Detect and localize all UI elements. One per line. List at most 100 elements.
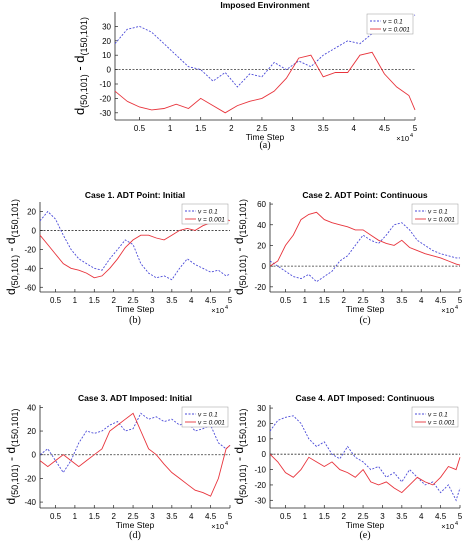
y-axis-label-part: (50,101) <box>79 74 89 108</box>
legend-label: ν = 0.1 <box>428 412 448 419</box>
y-axis-label-part: (50,101) <box>10 255 20 289</box>
x-tick-label: 4 <box>419 296 424 305</box>
x-tick-label: 4.5 <box>379 124 391 133</box>
chart-panel-b: -60 -40 -20 0 20 0.5 1 1.5 2 2.5 3 3.5 4 4.5 5 Case 1. … <box>4 190 233 326</box>
y-axis-label-part: - d <box>72 55 87 74</box>
y-tick-label: 10 <box>102 51 111 60</box>
x-tick-label: 4 <box>189 296 194 305</box>
x-tick-label: 4.5 <box>435 296 447 305</box>
y-axis-label-part: - d <box>4 237 18 254</box>
panel-caption: (c) <box>359 315 370 326</box>
x-tick-label: 3 <box>380 296 385 305</box>
y-axis-label-part: (50,101) <box>238 464 248 498</box>
legend-label: ν = 0.001 <box>428 217 455 224</box>
y-tick-label: -10 <box>99 80 111 89</box>
x-tick-label: 3.5 <box>166 512 178 521</box>
x-tick-label: 2.5 <box>127 296 139 305</box>
chart-panel-c: -20 0 20 40 60 0.5 1 1.5 2 2.5 3 3.5 4 4.5 5 Case 2. AD… <box>232 190 463 326</box>
chart-panel-d: -40 -20 0 20 40 0.5 1 1.5 2 2.5 3 3.5 4 4.5 5 Case 3. A… <box>4 393 233 541</box>
x-tick-label: 5 <box>228 512 233 521</box>
x-axis-label: Time Step <box>116 304 155 314</box>
x-axis-exponent-power: 4 <box>455 521 458 527</box>
y-tick-label: -60 <box>24 283 36 292</box>
chart-title: Case 3. ADT Imposed: Initial <box>78 393 192 403</box>
series-line-nu-0-1 <box>269 222 460 283</box>
y-tick-label: 20 <box>27 427 36 436</box>
y-axis-label-part: d <box>232 498 246 505</box>
x-tick-label: 2.5 <box>357 296 369 305</box>
legend-label: ν = 0.001 <box>428 420 455 427</box>
y-tick-label: -40 <box>24 498 36 507</box>
x-tick-label: 3 <box>150 512 155 521</box>
x-tick-label: 5 <box>413 124 418 133</box>
x-tick-label: 5 <box>458 296 463 305</box>
x-tick-label: 5 <box>458 512 463 521</box>
x-tick-label: 2 <box>229 124 234 133</box>
y-tick-label: -20 <box>254 283 266 292</box>
y-axis-label: d(50,101) - d(150,101) <box>4 199 20 295</box>
x-tick-label: 1.5 <box>89 296 101 305</box>
y-tick-label: 40 <box>27 403 36 412</box>
x-tick-label: 2.5 <box>256 124 268 133</box>
series-line-nu-0-001 <box>269 211 461 267</box>
series-line-nu-0-1 <box>269 415 461 502</box>
x-axis-exponent: ×10 <box>441 306 454 315</box>
y-axis-label: d(50,101) - d(150,101) <box>232 199 248 295</box>
x-axis-exponent-power: 4 <box>225 305 228 311</box>
legend-label: ν = 0.1 <box>428 209 448 216</box>
y-axis-label: d(50,101) - d(150,101) <box>72 17 89 115</box>
y-axis-label-part: (150,101) <box>10 408 20 447</box>
x-axis-exponent: ×10 <box>441 522 454 531</box>
x-axis-exponent-power: 4 <box>225 521 228 527</box>
y-tick-label: 20 <box>102 37 111 46</box>
y-tick-label: 0 <box>32 451 37 460</box>
y-axis-label-part: (150,101) <box>238 408 248 447</box>
x-axis-exponent: ×10 <box>211 306 224 315</box>
y-tick-label: -20 <box>24 474 36 483</box>
x-tick-label: 1 <box>303 512 308 521</box>
legend-label: ν = 0.001 <box>383 27 410 34</box>
x-tick-label: 2.5 <box>357 512 369 521</box>
x-tick-label: 0.5 <box>134 124 146 133</box>
y-tick-label: 0 <box>107 66 112 75</box>
chart-title: Imposed Environment <box>220 0 309 10</box>
x-tick-label: 1 <box>303 296 308 305</box>
y-axis-label-part: - d <box>232 237 246 254</box>
panel-caption: (d) <box>129 530 141 541</box>
x-tick-label: 2 <box>111 512 116 521</box>
chart-title: Case 4. ADT Imposed: Continuous <box>295 393 434 403</box>
legend-label: ν = 0.001 <box>198 420 225 427</box>
series-line-nu-0-001 <box>269 453 461 494</box>
y-tick-label: -10 <box>254 466 266 475</box>
x-tick-label: 3.5 <box>166 296 178 305</box>
x-tick-label: 1.5 <box>195 124 207 133</box>
y-tick-label: 60 <box>257 200 266 209</box>
panel-caption: (b) <box>129 315 141 326</box>
x-tick-label: 2 <box>111 296 116 305</box>
y-axis-label: d(50,101) - d(150,101) <box>4 408 20 504</box>
x-tick-label: 4.5 <box>205 512 217 521</box>
x-tick-label: 3.5 <box>396 512 408 521</box>
series-line-nu-0-1 <box>114 14 416 88</box>
x-axis-exponent: ×10 <box>396 134 409 143</box>
x-tick-label: 3 <box>150 296 155 305</box>
series-line-nu-0-001 <box>114 51 416 114</box>
x-tick-label: 1.5 <box>319 512 331 521</box>
legend-label: ν = 0.1 <box>198 209 218 216</box>
chart-panel-a: -30 -20 -10 0 10 20 30 0.5 1 1.5 2 2.5 3 3.5 4 4.5 5 Impo… <box>72 0 418 151</box>
y-tick-label: 40 <box>257 221 266 230</box>
x-tick-label: 4 <box>419 512 424 521</box>
x-tick-label: 0.5 <box>50 512 62 521</box>
y-tick-label: 30 <box>102 22 111 31</box>
y-tick-label: -30 <box>254 496 266 505</box>
y-axis-label-part: d <box>72 108 87 115</box>
x-axis-label: Time Step <box>116 520 155 530</box>
x-tick-label: 3.5 <box>318 124 330 133</box>
series-line-nu-0-001 <box>39 218 231 279</box>
panel-caption: (a) <box>259 140 270 151</box>
legend-label: ν = 0.1 <box>383 19 403 26</box>
x-tick-label: 2.5 <box>127 512 139 521</box>
x-tick-label: 0.5 <box>50 296 62 305</box>
panel-caption: (e) <box>359 530 370 541</box>
